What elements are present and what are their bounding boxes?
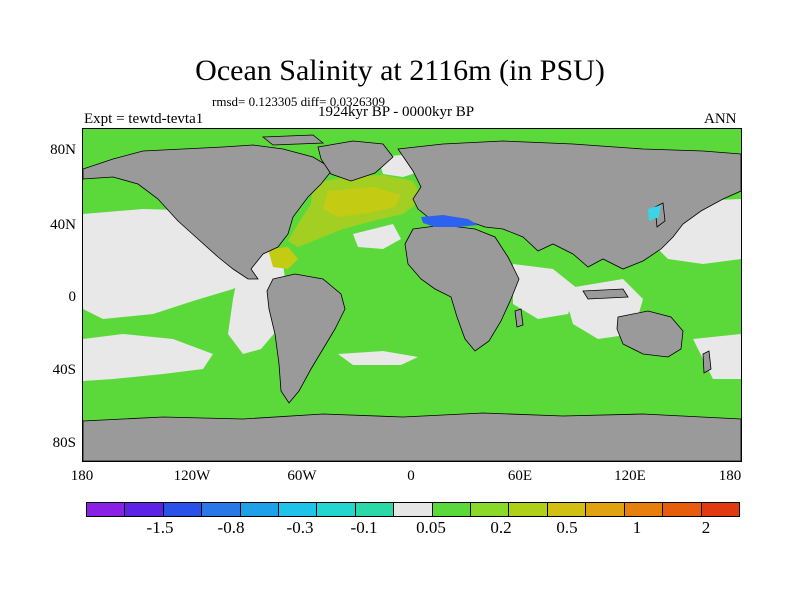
japan-sea bbox=[648, 205, 661, 221]
greenland bbox=[317, 140, 394, 182]
lat-label-40n: 40N bbox=[50, 217, 76, 233]
map-title: Ocean Salinity at 2116m (in PSU) bbox=[195, 54, 605, 87]
stats-line: rmsd= 0.123305 diff= 0.0326309 bbox=[212, 94, 385, 109]
experiment-label: Expt = tewtd-tevta1 bbox=[84, 111, 204, 127]
lon-label-60e: 60E bbox=[507, 468, 533, 484]
colorbar-label: -0.8 bbox=[217, 518, 245, 537]
map-panel bbox=[82, 128, 742, 462]
colorbar-label: 2 bbox=[701, 518, 711, 537]
colorbar-swatch-12 bbox=[547, 503, 587, 516]
world-map bbox=[83, 129, 741, 461]
colorbar-swatch-14 bbox=[624, 503, 664, 516]
colorbar-swatch-6 bbox=[317, 503, 356, 516]
colorbar-swatch-15 bbox=[663, 503, 702, 516]
gulf-anomaly bbox=[268, 247, 298, 269]
colorbar-swatch-4 bbox=[240, 503, 280, 516]
colorbar-swatch-13 bbox=[586, 503, 625, 516]
season-label: ANN bbox=[704, 111, 737, 127]
antarctica bbox=[83, 412, 741, 461]
lon-label-180w: 180 bbox=[70, 468, 94, 484]
australia bbox=[616, 310, 684, 358]
arctic-islands bbox=[261, 134, 325, 146]
period-label: 1924kyr BP - 0000kyr BP bbox=[318, 104, 475, 120]
lon-label-120w: 120W bbox=[173, 468, 211, 484]
colorbar-label: 1 bbox=[632, 518, 642, 537]
lat-label-40s: 40S bbox=[52, 362, 76, 378]
colorbar-swatch-16 bbox=[701, 503, 739, 516]
colorbar-label: -0.1 bbox=[350, 518, 378, 537]
lon-label-180e: 180 bbox=[718, 468, 742, 484]
africa bbox=[404, 224, 520, 352]
colorbar-swatch-10 bbox=[471, 503, 510, 516]
colorbar-label: 0.5 bbox=[556, 518, 578, 537]
south-atlantic-neutral bbox=[338, 351, 418, 365]
central-atlantic-neutral bbox=[353, 224, 401, 249]
colorbar-label: 0.05 bbox=[416, 518, 446, 537]
north-america bbox=[83, 144, 334, 280]
colorbar-swatch-7 bbox=[355, 503, 395, 516]
colorbar-swatch-5 bbox=[279, 503, 318, 516]
madagascar bbox=[514, 308, 524, 328]
lon-label-120e: 120E bbox=[614, 468, 646, 484]
indonesia bbox=[582, 288, 629, 300]
colorbar bbox=[86, 502, 740, 517]
colorbar-swatch-9 bbox=[432, 503, 472, 516]
colorbar-swatch-0 bbox=[87, 503, 126, 516]
se-pacific-neutral bbox=[693, 334, 741, 379]
indian-neutral bbox=[513, 264, 578, 319]
lon-label-0: 0 bbox=[407, 468, 415, 484]
colorbar-swatch-8 bbox=[394, 503, 433, 516]
colorbar-swatch-2 bbox=[163, 503, 203, 516]
lat-label-0: 0 bbox=[68, 289, 77, 305]
north-atlantic-anomaly-core bbox=[323, 187, 401, 217]
colorbar-label: -1.5 bbox=[146, 518, 174, 537]
colorbar-swatch-3 bbox=[202, 503, 241, 516]
colorbar-label: 0.2 bbox=[490, 518, 512, 537]
lat-label-80s: 80S bbox=[52, 435, 76, 451]
lat-label-80n: 80N bbox=[50, 142, 76, 158]
colorbar-swatch-1 bbox=[125, 503, 164, 516]
mediterranean bbox=[421, 215, 478, 227]
colorbar-swatch-11 bbox=[509, 503, 548, 516]
colorbar-label: -0.3 bbox=[286, 518, 314, 537]
new-zealand bbox=[702, 350, 712, 374]
south-america bbox=[266, 273, 346, 404]
land-masses bbox=[83, 134, 741, 461]
lon-label-60w: 60W bbox=[287, 468, 317, 484]
south-pacific-neutral bbox=[83, 334, 213, 381]
